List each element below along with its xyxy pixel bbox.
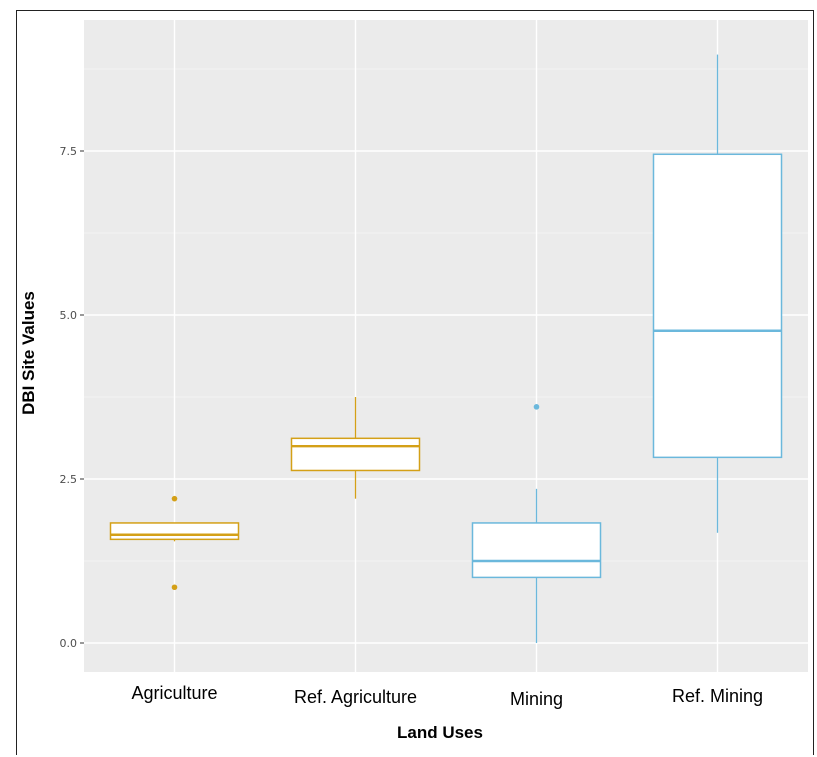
box-iqr [652, 153, 783, 459]
y-axis: 0.0 2.5 5.0 7.5 [60, 145, 84, 650]
x-category-label: Agriculture [131, 683, 217, 703]
major-gridlines [84, 20, 808, 672]
boxes-layer [109, 54, 783, 643]
x-category-label: Ref. Mining [672, 686, 763, 706]
figure-frame [16, 10, 814, 755]
box-iqr [471, 522, 602, 579]
y-tick-label: 2.5 [60, 473, 78, 486]
x-axis-title: Land Uses [397, 723, 483, 742]
x-category-label: Mining [510, 689, 563, 709]
y-tick-label: 7.5 [60, 145, 78, 158]
outlier-point [533, 404, 540, 410]
outlier-point [171, 584, 178, 591]
box-group [109, 495, 240, 591]
box-group [290, 397, 421, 499]
x-category-label: Ref. Agriculture [294, 687, 417, 707]
x-axis: Agriculture Ref. Agriculture Mining Ref. Mi… [131, 683, 763, 709]
y-axis-title: DBI Site Values [19, 291, 38, 415]
box-group [471, 404, 602, 643]
y-tick-label: 5.0 [60, 309, 78, 322]
box-iqr [109, 522, 240, 541]
box-group [652, 54, 783, 533]
outlier-point [171, 495, 178, 502]
y-tick-label: 0.0 [60, 637, 78, 650]
box-iqr [290, 437, 421, 472]
